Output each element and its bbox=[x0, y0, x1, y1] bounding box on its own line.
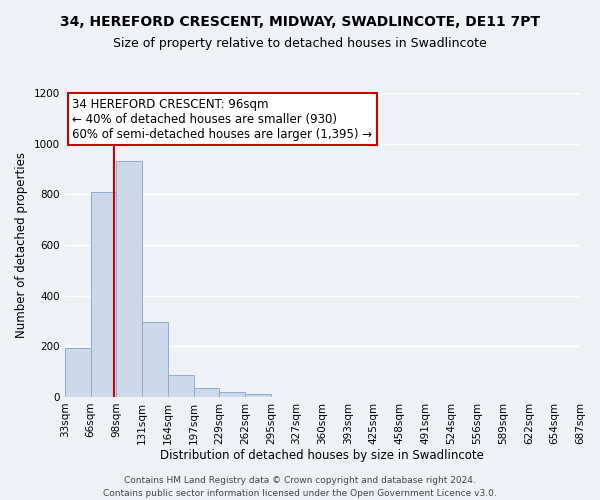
Y-axis label: Number of detached properties: Number of detached properties bbox=[15, 152, 28, 338]
Text: 34 HEREFORD CRESCENT: 96sqm
← 40% of detached houses are smaller (930)
60% of se: 34 HEREFORD CRESCENT: 96sqm ← 40% of det… bbox=[73, 98, 373, 140]
Bar bbox=[116, 162, 142, 397]
Bar bbox=[65, 348, 91, 397]
Bar bbox=[245, 394, 271, 397]
Bar bbox=[91, 192, 116, 397]
Bar bbox=[219, 392, 245, 397]
Bar bbox=[142, 322, 168, 397]
Bar bbox=[194, 388, 219, 397]
Bar bbox=[168, 376, 194, 397]
Text: Contains HM Land Registry data © Crown copyright and database right 2024.
Contai: Contains HM Land Registry data © Crown c… bbox=[103, 476, 497, 498]
Text: Size of property relative to detached houses in Swadlincote: Size of property relative to detached ho… bbox=[113, 38, 487, 51]
Text: 34, HEREFORD CRESCENT, MIDWAY, SWADLINCOTE, DE11 7PT: 34, HEREFORD CRESCENT, MIDWAY, SWADLINCO… bbox=[60, 15, 540, 29]
X-axis label: Distribution of detached houses by size in Swadlincote: Distribution of detached houses by size … bbox=[160, 450, 484, 462]
